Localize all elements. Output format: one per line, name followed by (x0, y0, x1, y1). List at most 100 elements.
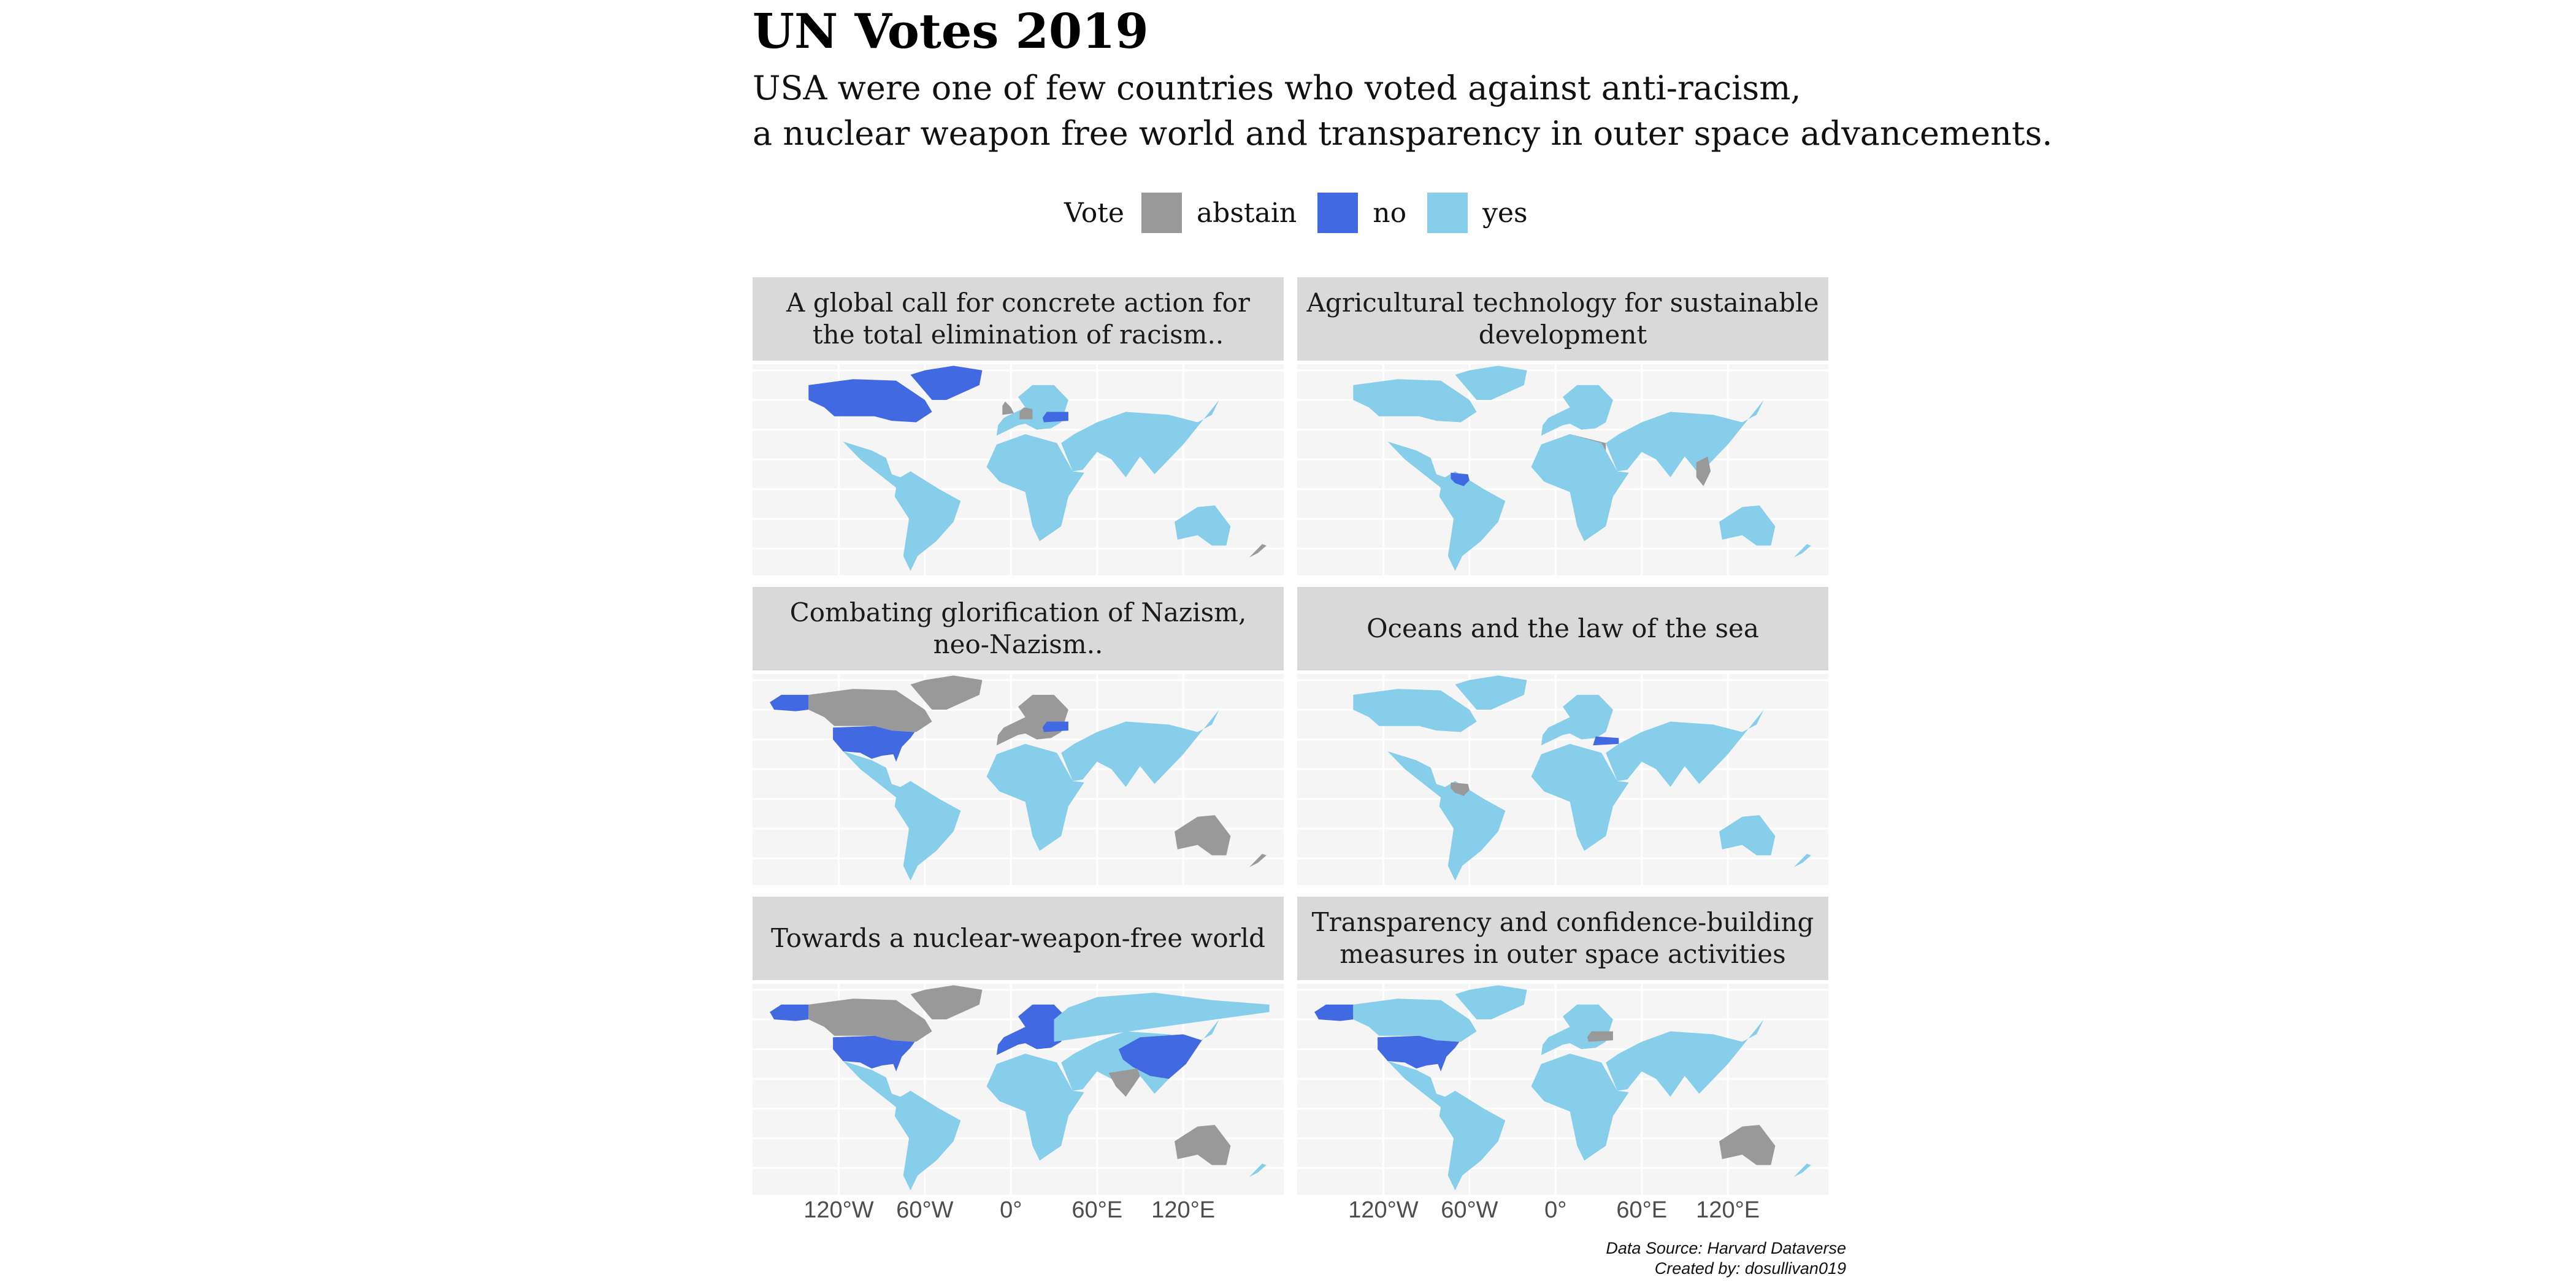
region-greenland (910, 675, 983, 710)
facet-strip-5: Towards a nuclear-weapon-free world (753, 897, 1284, 980)
legend-label-abstain: abstain (1196, 197, 1297, 229)
region-new-zealand (1249, 1163, 1267, 1177)
region-ukraine (1042, 721, 1068, 732)
region-australia (1719, 815, 1776, 856)
x-tick-label-col1: 60°E (1071, 1197, 1123, 1223)
chart-subtitle-line-1: USA were one of few countries who voted … (753, 69, 1801, 107)
region-europe (1541, 385, 1613, 436)
legend-key-no (1317, 193, 1359, 233)
region-australia (1175, 505, 1231, 546)
legend-label-no: no (1373, 197, 1407, 229)
region-alaska (770, 694, 809, 711)
facet-title-5-line-1: Towards a nuclear-weapon-free world (770, 922, 1266, 953)
map-panel-3 (753, 674, 1284, 885)
region-australia (1719, 1125, 1776, 1165)
region-usa (833, 726, 915, 762)
caption-data-source: Data Source: Harvard Dataverse (1606, 1239, 1846, 1257)
facet-strip-6: Transparency and confidence-building mea… (1297, 897, 1828, 980)
region-europe (996, 385, 1068, 436)
region-north-america (1353, 999, 1477, 1042)
x-tick-label-col1: 120°E (1151, 1197, 1216, 1223)
facet-title-6-line-2: measures in outer space activities (1340, 939, 1786, 969)
legend-key-yes (1427, 193, 1468, 233)
region-alaska (770, 1004, 809, 1021)
chart-title: UN Votes 2019 (753, 4, 1149, 59)
x-tick-label-col1: 0° (1000, 1197, 1022, 1223)
region-africa (986, 743, 1084, 851)
facet-title-2-line-1: Agricultural technology for sustainable (1306, 287, 1819, 318)
region-greenland (910, 366, 983, 401)
map-svg-1 (753, 364, 1284, 575)
region-north-america (1353, 689, 1477, 732)
facet-title-4-line-1: Oceans and the law of the sea (1367, 613, 1759, 643)
map-svg-3 (753, 674, 1284, 885)
region-europe (1541, 1004, 1613, 1056)
region-china (1118, 1034, 1202, 1079)
region-greenland (1455, 675, 1527, 710)
region-germany (1019, 407, 1033, 420)
map-panel-5 (753, 984, 1284, 1195)
region-alaska (1314, 1004, 1354, 1021)
region-greenland (910, 985, 983, 1020)
map-svg-5 (753, 984, 1284, 1195)
region-usa (833, 1035, 915, 1071)
facet-strip-4: Oceans and the law of the sea (1297, 587, 1828, 670)
legend: Vote abstain no yes (1064, 191, 1549, 234)
map-panel-2 (1297, 364, 1828, 575)
region-africa (1531, 743, 1629, 851)
region-europe (996, 694, 1068, 746)
x-tick-label-col2: 120°W (1348, 1197, 1419, 1223)
region-greenland (1455, 366, 1527, 401)
map-svg-2 (1297, 364, 1828, 575)
region-new-zealand (1793, 544, 1811, 558)
region-europe (996, 1004, 1068, 1056)
x-tick-label-col1: 120°W (803, 1197, 874, 1223)
gridlines (1297, 984, 1828, 1195)
region-asia (1061, 400, 1219, 478)
region-africa (986, 434, 1084, 542)
region-africa (1531, 434, 1629, 542)
region-usa (1378, 1035, 1460, 1071)
map-svg-6 (1297, 984, 1828, 1195)
region-latin-america (1387, 1061, 1506, 1190)
region-greenland (1455, 985, 1527, 1020)
facet-strip-2: Agricultural technology for sustainable … (1297, 277, 1828, 361)
legend-label-yes: yes (1482, 197, 1528, 229)
facet-title-2-line-2: development (1478, 320, 1647, 350)
map-panel-6 (1297, 984, 1828, 1195)
region-latin-america (1387, 442, 1506, 571)
x-tick-label-col2: 0° (1544, 1197, 1567, 1223)
legend-title: Vote (1064, 197, 1124, 229)
legend-key-abstain (1141, 193, 1182, 233)
region-new-zealand (1793, 854, 1811, 867)
facet-title-3-line-2: neo-Nazism.. (933, 629, 1103, 659)
facet-strip-3: Combating glorification of Nazism, neo-N… (753, 587, 1284, 670)
region-north-america (1353, 379, 1477, 423)
facet-strip-1: A global call for concrete action for th… (753, 277, 1284, 361)
map-panel-4 (1297, 674, 1828, 885)
region-asia (1606, 1019, 1764, 1097)
caption-created-by: Created by: dosullivan019 (1654, 1259, 1846, 1278)
region-australia (1719, 505, 1776, 546)
region-new-zealand (1249, 854, 1267, 867)
region-latin-america (843, 1061, 961, 1190)
facet-title-1-line-2: the total elimination of racism.. (812, 320, 1224, 350)
region-australia (1175, 1125, 1231, 1165)
chart-subtitle-line-2: a nuclear weapon free world and transpar… (753, 114, 2053, 153)
region-africa (1531, 1053, 1629, 1161)
region-venezuela (1451, 472, 1470, 486)
map-svg-4 (1297, 674, 1828, 885)
x-tick-label-col2: 120°E (1696, 1197, 1760, 1223)
region-asia (1061, 710, 1219, 788)
region-north-america (808, 689, 932, 732)
region-europe (1541, 694, 1613, 746)
region-turkey (1593, 736, 1619, 746)
region-latin-america (843, 751, 961, 881)
region-africa (986, 1053, 1084, 1161)
region-southeast-asia (1696, 456, 1711, 486)
facet-title-3-line-1: Combating glorification of Nazism, (789, 597, 1247, 627)
region-asia (1606, 400, 1764, 478)
region-asia (1606, 710, 1764, 788)
region-russia (1054, 992, 1270, 1042)
